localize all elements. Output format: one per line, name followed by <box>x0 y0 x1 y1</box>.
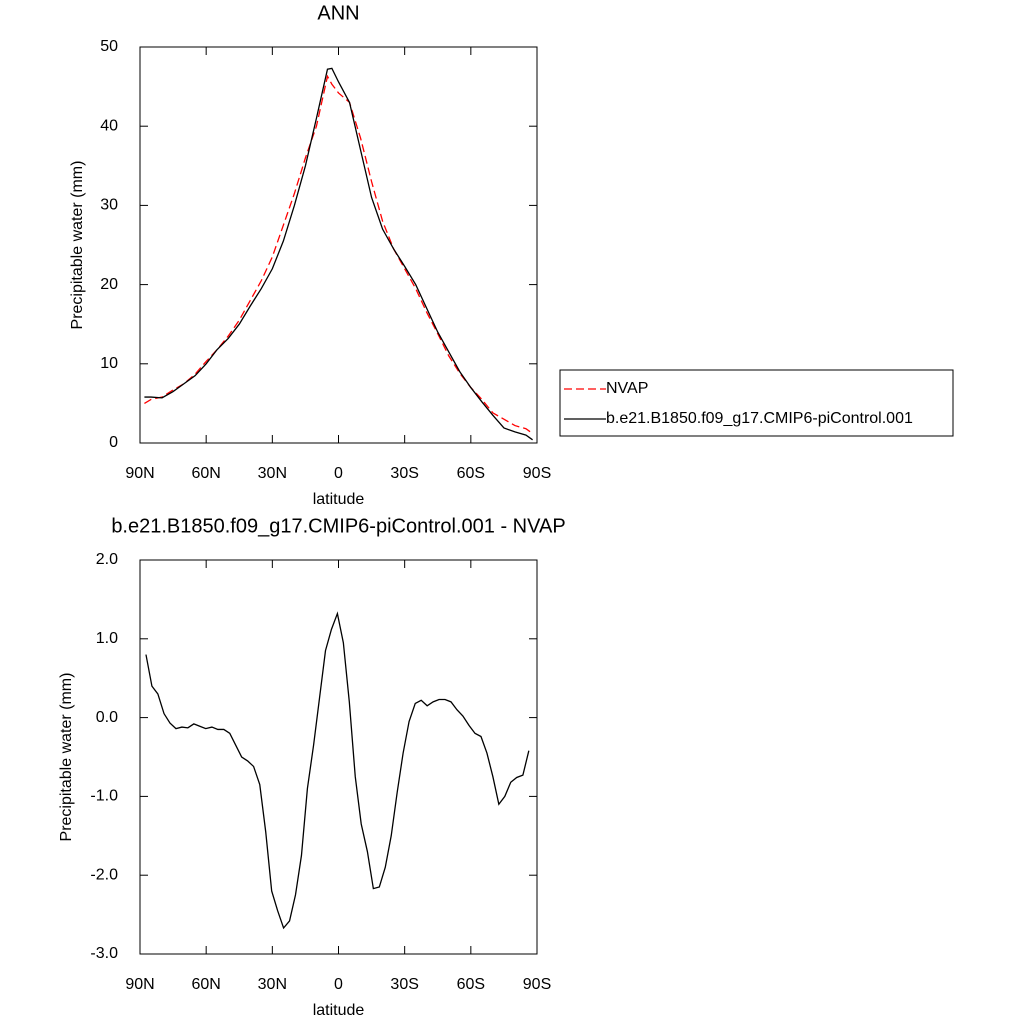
x-axis-label: latitude <box>313 1002 365 1019</box>
x-tick-label: 60S <box>457 465 485 482</box>
y-tick-label: 20 <box>100 276 118 293</box>
x-tick-label: 60S <box>457 976 485 993</box>
y-tick-label: 2.0 <box>96 551 118 568</box>
y-tick-label: 50 <box>100 38 118 55</box>
y-tick-label: 0.0 <box>96 709 118 726</box>
legend-label: NVAP <box>606 380 648 397</box>
x-tick-label: 90S <box>523 465 551 482</box>
x-tick-label: 60N <box>191 465 220 482</box>
chart-title: ANN <box>317 2 359 24</box>
x-tick-label: 0 <box>334 976 343 993</box>
x-tick-label: 90N <box>125 976 154 993</box>
data-line <box>145 611 530 930</box>
x-tick-label: 30N <box>258 465 287 482</box>
x-tick-label: 0 <box>334 465 343 482</box>
x-tick-label: 30N <box>258 976 287 993</box>
y-tick-label: 0 <box>109 434 118 451</box>
y-tick-label: -3.0 <box>90 945 118 962</box>
y-tick-label: -1.0 <box>90 788 118 805</box>
y-tick-label: 40 <box>100 117 118 134</box>
legend-box <box>559 369 954 437</box>
y-tick-label: 10 <box>100 355 118 372</box>
chart-title: b.e21.B1850.f09_g17.CMIP6-piControl.001 … <box>111 515 565 537</box>
x-tick-label: 60N <box>191 976 220 993</box>
x-tick-label: 90N <box>125 465 154 482</box>
y-tick-label: 1.0 <box>96 630 118 647</box>
x-axis-label: latitude <box>313 491 365 508</box>
y-tick-label: -2.0 <box>90 866 118 883</box>
data-line <box>144 74 533 435</box>
plot-frame <box>139 46 538 444</box>
y-axis-label: Precipitable water (mm) <box>58 673 75 842</box>
x-tick-label: 90S <box>523 976 551 993</box>
legend-label: b.e21.B1850.f09_g17.CMIP6-piControl.001 <box>606 410 913 427</box>
x-tick-label: 30S <box>390 976 418 993</box>
y-axis-label: Precipitable water (mm) <box>69 161 86 330</box>
data-line <box>144 67 533 441</box>
x-tick-label: 30S <box>390 465 418 482</box>
y-tick-label: 30 <box>100 197 118 214</box>
